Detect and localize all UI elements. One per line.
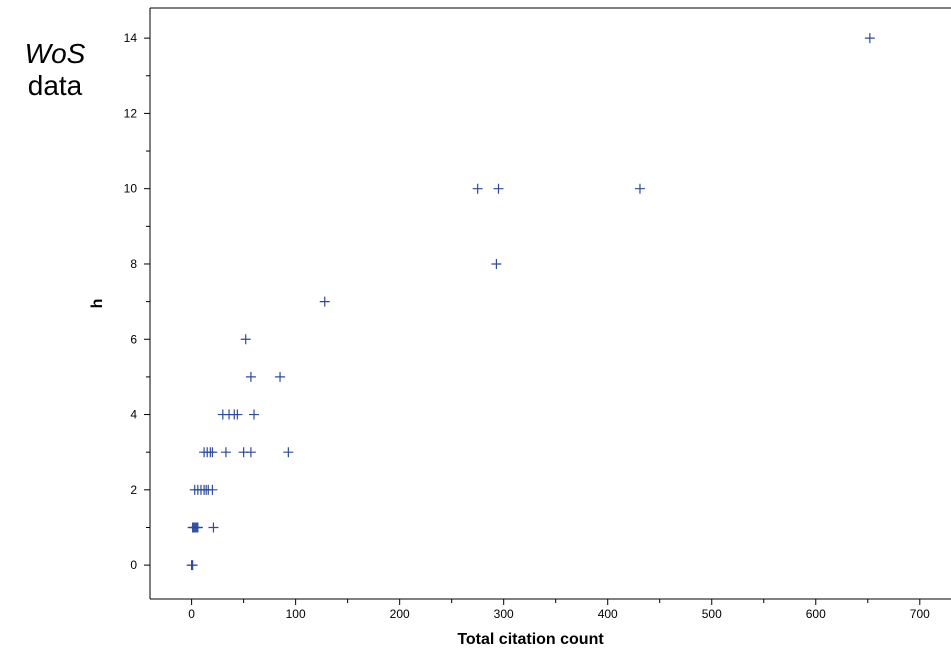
annotation-source: WoS bbox=[24, 38, 86, 69]
y-tick-label: 14 bbox=[124, 31, 138, 45]
data-point bbox=[275, 371, 286, 382]
x-tick-label: 0 bbox=[188, 607, 195, 621]
data-point bbox=[232, 409, 243, 420]
data-point bbox=[207, 447, 218, 458]
data-point bbox=[634, 183, 645, 194]
x-tick-label: 500 bbox=[702, 607, 722, 621]
x-tick-label: 400 bbox=[598, 607, 618, 621]
data-point bbox=[319, 296, 330, 307]
y-tick-label: 6 bbox=[130, 332, 137, 346]
x-tick-label: 700 bbox=[910, 607, 930, 621]
data-point bbox=[245, 447, 256, 458]
data-point bbox=[207, 484, 218, 495]
data-point bbox=[245, 371, 256, 382]
data-point bbox=[240, 334, 251, 345]
axes: 0 100 200 300 400 500 600 700 0 2 4 6 8 10 12 14 bbox=[124, 7, 951, 621]
data-points bbox=[186, 33, 875, 571]
data-point bbox=[192, 522, 203, 533]
y-tick-label: 2 bbox=[130, 483, 137, 497]
y-tick-label: 12 bbox=[124, 106, 138, 120]
x-axis-title: Total citation count bbox=[457, 631, 604, 648]
x-tick-label: 300 bbox=[494, 607, 514, 621]
x-tick-label: 200 bbox=[390, 607, 410, 621]
y-tick-label: 10 bbox=[124, 182, 138, 196]
y-tick-label: 0 bbox=[130, 558, 137, 572]
x-tick-label: 600 bbox=[806, 607, 826, 621]
data-source-annotation: WoS data bbox=[10, 38, 100, 102]
data-point bbox=[493, 183, 504, 194]
y-axis-title: h bbox=[89, 299, 106, 309]
data-point bbox=[249, 409, 260, 420]
data-point bbox=[864, 33, 875, 44]
data-point bbox=[208, 522, 219, 533]
x-tick-label: 100 bbox=[286, 607, 306, 621]
y-tick-label: 4 bbox=[130, 408, 137, 422]
annotation-data: data bbox=[27, 70, 83, 101]
y-tick-label: 8 bbox=[130, 257, 137, 271]
data-point bbox=[491, 258, 502, 269]
data-point bbox=[283, 447, 294, 458]
data-point bbox=[472, 183, 483, 194]
data-point bbox=[187, 560, 198, 571]
data-point bbox=[220, 447, 231, 458]
